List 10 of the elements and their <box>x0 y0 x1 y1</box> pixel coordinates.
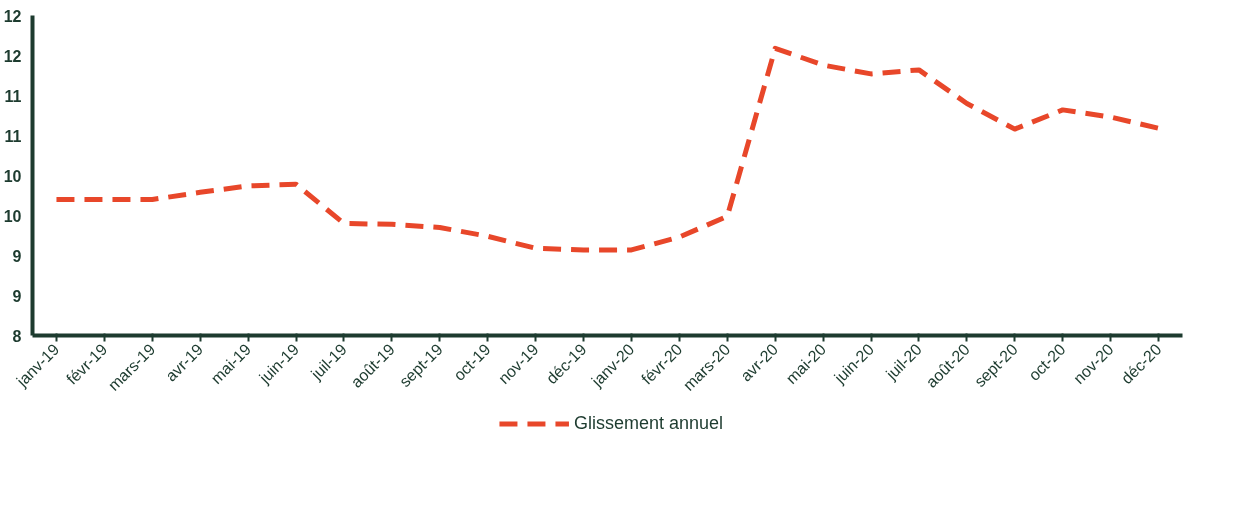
y-tick-label: 9 <box>12 247 22 265</box>
y-tick-label: 8 <box>12 327 22 345</box>
y-tick-label: 9 <box>12 287 22 305</box>
y-tick-label: 11 <box>4 87 22 105</box>
y-tick-label: 12 <box>3 47 22 65</box>
y-tick-label: 11 <box>4 127 22 145</box>
y-tick-label: 10 <box>3 207 22 225</box>
y-tick-label: 10 <box>3 167 22 185</box>
legend-label: Glissement annuel <box>573 412 724 434</box>
y-tick-label: 12 <box>3 7 22 25</box>
